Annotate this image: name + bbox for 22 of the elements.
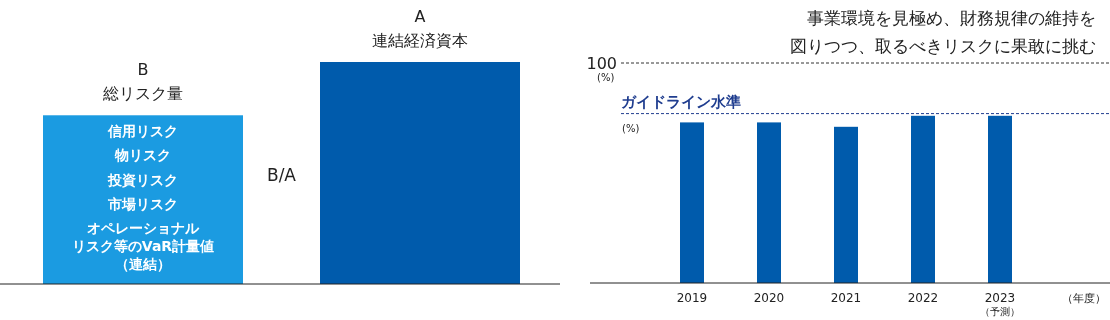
text: （予測） [980, 306, 1020, 317]
x-tick-label: 2020 [753, 291, 785, 305]
annotation: 投資リスク [107, 172, 178, 188]
text: 連結経済資本 [372, 31, 468, 50]
annotation: B [137, 60, 149, 80]
annotation: オペレーショナルリスク等のVaR計量値（連結） [71, 220, 215, 272]
annotation: 総リスク量 [102, 84, 183, 104]
y-tick-label: 100 [586, 54, 617, 73]
x-tick-label: 2023 [984, 291, 1016, 305]
annotation: 市場リスク [107, 196, 178, 212]
annotation: 物リスク [114, 147, 171, 163]
x-tick-label: 2019 [676, 291, 708, 305]
text: A [414, 7, 426, 26]
text: (%) [622, 122, 640, 134]
chart-title: 事業環境を見極め、財務規律の維持を図りつつ、取るべきリスクに果敢に挑む [790, 8, 1096, 56]
annotation: B/A [266, 165, 297, 185]
x-axis-title: （年度） [1062, 292, 1106, 305]
ref-line-label: ガイドライン水準 [621, 92, 741, 111]
x-tick-label: 2022 [907, 291, 939, 305]
annotation: 信用リスク [107, 123, 178, 139]
text: (%) [597, 72, 615, 83]
x-tick-label: 2021 [830, 291, 862, 305]
